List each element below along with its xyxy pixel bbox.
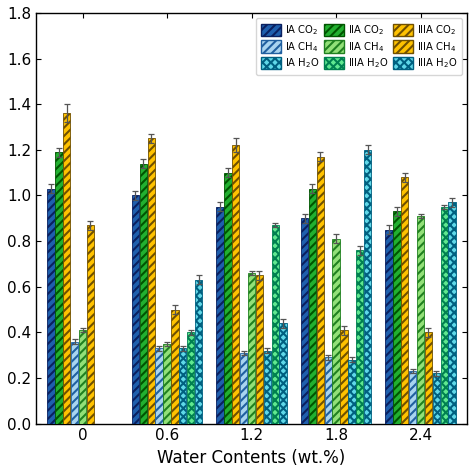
Bar — [71, 341, 78, 424]
Bar — [364, 150, 371, 424]
Bar — [317, 157, 324, 424]
Bar — [417, 216, 424, 424]
Bar — [348, 360, 356, 424]
Bar — [55, 152, 63, 424]
Bar — [393, 211, 401, 424]
Bar — [155, 348, 163, 424]
Bar — [448, 202, 456, 424]
Bar — [332, 239, 340, 424]
Bar — [248, 273, 255, 424]
Bar — [280, 323, 287, 424]
Bar — [409, 371, 416, 424]
Bar — [433, 374, 440, 424]
Bar — [171, 310, 179, 424]
Bar — [132, 195, 139, 424]
Bar — [256, 275, 263, 424]
Bar — [385, 230, 392, 424]
Bar — [63, 113, 71, 424]
Bar — [224, 173, 232, 424]
Bar — [340, 330, 347, 424]
Bar — [232, 145, 239, 424]
Bar — [79, 330, 86, 424]
Legend: IA CO$_2$, IA CH$_4$, IA H$_2$O, IIA CO$_2$, IIA CH$_4$, IIIA H$_2$O, IIIA CO$_2: IA CO$_2$, IA CH$_4$, IA H$_2$O, IIA CO$… — [256, 18, 462, 75]
Bar — [309, 189, 316, 424]
Bar — [140, 164, 147, 424]
Bar — [187, 332, 194, 424]
Bar — [164, 344, 171, 424]
Bar — [272, 225, 279, 424]
Bar — [216, 207, 224, 424]
Bar — [179, 348, 186, 424]
Bar — [440, 207, 448, 424]
Bar — [147, 138, 155, 424]
X-axis label: Water Contents (wt.%): Water Contents (wt.%) — [157, 449, 346, 467]
Bar — [195, 280, 202, 424]
Bar — [425, 332, 432, 424]
Bar — [356, 250, 364, 424]
Bar — [301, 219, 308, 424]
Bar — [240, 353, 247, 424]
Bar — [47, 189, 55, 424]
Bar — [87, 225, 94, 424]
Bar — [401, 177, 409, 424]
Bar — [264, 351, 271, 424]
Bar — [325, 357, 332, 424]
